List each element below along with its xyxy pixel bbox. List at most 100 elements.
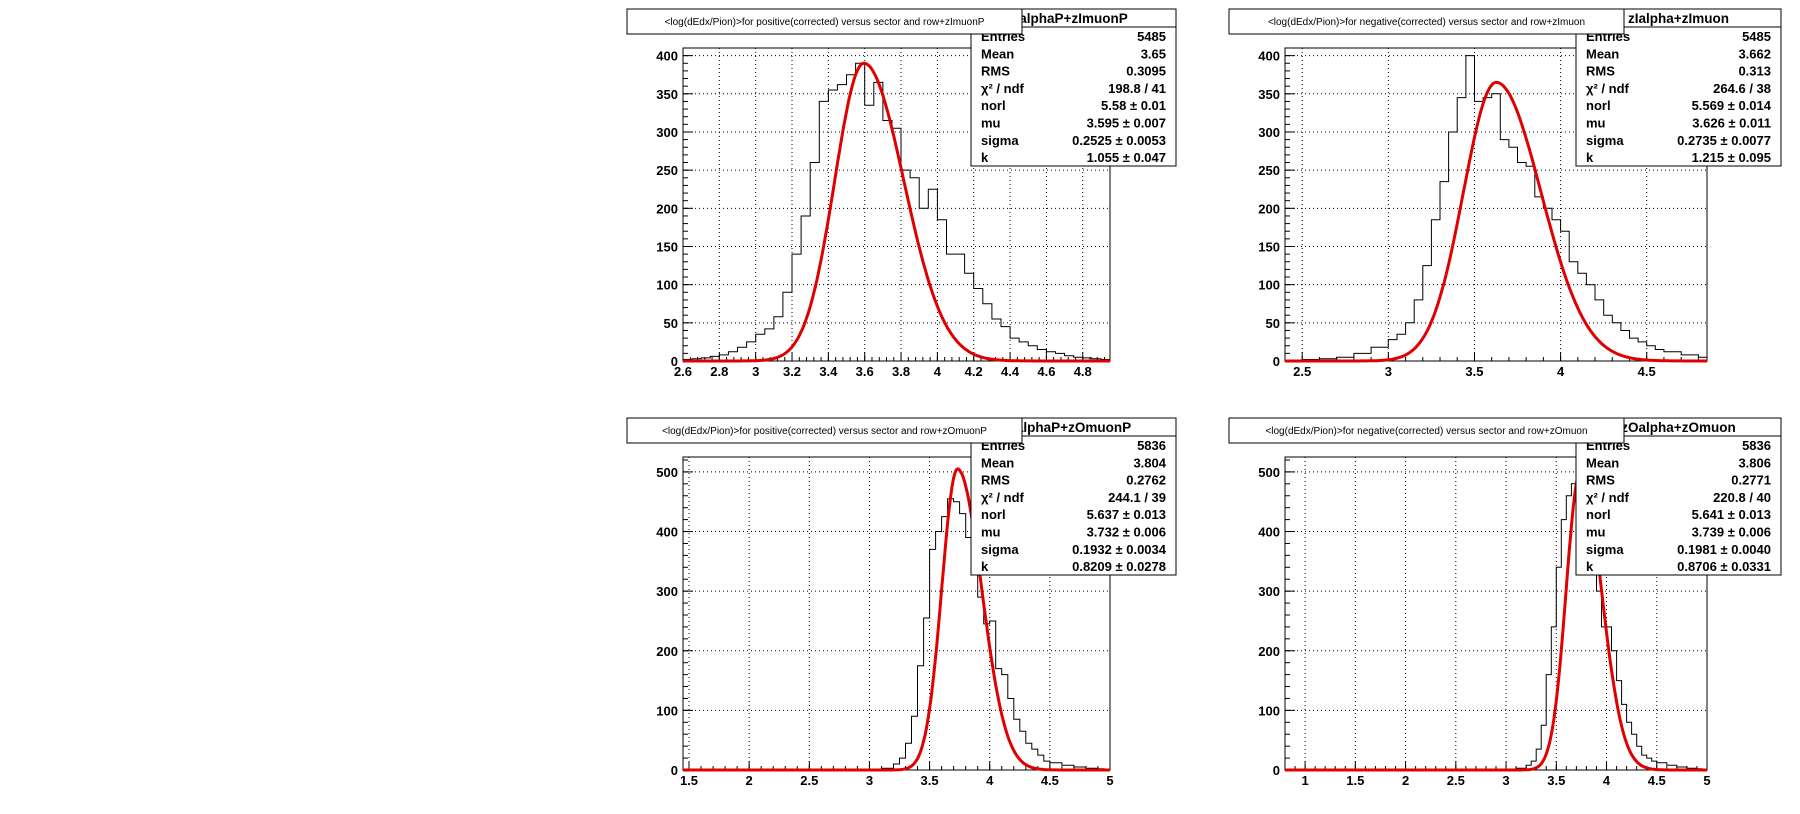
stats-value: 3.806 <box>1738 455 1771 470</box>
stats-value: 5485 <box>1137 29 1166 44</box>
stats-value: 0.3095 <box>1126 64 1166 79</box>
title-box <box>1228 8 1625 35</box>
stats-value: 1.215 ± 0.095 <box>1692 150 1771 165</box>
stats-value: 3.804 <box>1133 455 1166 470</box>
chart-panel-3: 1.5 2 2.5 3 3.5 4 4.5 5 0 100 200 300 400 500 alphaP+z… <box>626 417 1177 788</box>
histogram <box>1285 471 1708 771</box>
y-tick-label: 0 <box>1273 763 1280 778</box>
y-tick-label: 250 <box>1258 163 1280 178</box>
y-tick-label: 400 <box>1258 49 1280 64</box>
y-tick-label: 350 <box>1258 87 1280 102</box>
stats-value: 0.2525 ± 0.0053 <box>1072 133 1166 148</box>
title-box <box>1228 417 1625 444</box>
stats-label: RMS <box>1586 473 1615 488</box>
histogram <box>683 498 1111 771</box>
fit-curve <box>1285 80 1707 363</box>
x-tick-label: 4 <box>1603 773 1611 788</box>
x-tick-label: 4.5 <box>1638 364 1656 379</box>
x-tick-label: 4.6 <box>1037 364 1055 379</box>
stats-value: 3.662 <box>1738 46 1771 61</box>
x-tick-label: 4.5 <box>1041 773 1059 788</box>
stats-label: norl <box>981 98 1006 113</box>
y-tick-label: 50 <box>664 316 678 331</box>
stats-box <box>970 8 1177 167</box>
x-tick-label: 3.6 <box>856 364 874 379</box>
title-box <box>626 8 1023 35</box>
y-tick-label: 100 <box>1258 278 1280 293</box>
stats-value: 0.1932 ± 0.0034 <box>1072 542 1167 557</box>
x-tick-label: 2 <box>746 773 753 788</box>
x-tick-label: 2.8 <box>710 364 728 379</box>
y-tick-label: 500 <box>1258 465 1280 480</box>
stats-name: zIalpha+zImuon <box>1628 11 1729 26</box>
stats-value: 5836 <box>1742 438 1771 453</box>
stats-label: χ² / ndf <box>1586 81 1630 96</box>
stats-label: RMS <box>1586 64 1615 79</box>
stats-box <box>970 417 1177 576</box>
stats-label: norl <box>1586 98 1611 113</box>
x-tick-label: 3 <box>1502 773 1509 788</box>
chart-panel-1: 2.6 2.8 3 3.2 3.4 3.6 3.8 4 4.2 4.4 4.6 4.8 0 50 100 15… <box>626 8 1177 379</box>
stats-value: 5485 <box>1742 29 1771 44</box>
y-tick-label: 0 <box>671 354 678 369</box>
x-tick-label: 4 <box>1557 364 1565 379</box>
x-tick-label: 5 <box>1703 773 1710 788</box>
x-tick-label: 3 <box>1385 364 1392 379</box>
chart-panel-4: 1 1.5 2 2.5 3 3.5 4 4.5 5 0 100 200 300 400 500 zOalpha… <box>1228 417 1782 788</box>
stats-value: 5.641 ± 0.013 <box>1692 507 1771 522</box>
fit-curve <box>683 61 1110 363</box>
y-tick-label: 200 <box>656 201 678 216</box>
stats-label: Mean <box>1586 455 1619 470</box>
stats-value: 5836 <box>1137 438 1166 453</box>
stats-label: k <box>1586 559 1594 574</box>
x-tick-label: 2.6 <box>674 364 692 379</box>
x-tick-label: 3.2 <box>783 364 801 379</box>
stats-value: 3.595 ± 0.007 <box>1087 116 1166 131</box>
y-tick-label: 350 <box>656 87 678 102</box>
stats-value: 5.569 ± 0.014 <box>1692 98 1772 113</box>
y-tick-label: 150 <box>1258 239 1280 254</box>
y-tick-label: 300 <box>1258 125 1280 140</box>
stats-label: RMS <box>981 473 1010 488</box>
x-tick-label: 5 <box>1106 773 1113 788</box>
stats-value: 1.055 ± 0.047 <box>1087 150 1166 165</box>
stats-label: mu <box>1586 525 1606 540</box>
chart-panel-2: 2.5 3 3.5 4 4.5 0 50 100 150 200 250 300 350 400 zIalp… <box>1228 8 1782 379</box>
stats-value: 5.58 ± 0.01 <box>1101 98 1166 113</box>
stats-name: zOalpha+zOmuon <box>1621 420 1735 435</box>
stats-label: sigma <box>981 542 1019 557</box>
stats-label: χ² / ndf <box>981 490 1025 505</box>
stats-value: 3.626 ± 0.011 <box>1692 116 1771 131</box>
fit-curve <box>1285 470 1707 772</box>
stats-value: 264.6 / 38 <box>1713 81 1771 96</box>
stats-label: sigma <box>981 133 1019 148</box>
x-tick-label: 3.5 <box>921 773 939 788</box>
stats-label: χ² / ndf <box>981 81 1025 96</box>
x-tick-label: 3 <box>752 364 759 379</box>
chart-title: <log(dEdx/Pion)>for positive(corrected) … <box>665 17 985 28</box>
plot-frame <box>1284 47 1708 362</box>
stats-value: 3.739 ± 0.006 <box>1692 525 1771 540</box>
chart-title: <log(dEdx/Pion)>for positive(corrected) … <box>662 426 987 437</box>
stats-value: 3.65 <box>1141 46 1166 61</box>
fit-curve <box>683 467 1110 772</box>
stats-value: 0.1981 ± 0.0040 <box>1677 542 1771 557</box>
stats-label: k <box>981 150 989 165</box>
y-tick-label: 250 <box>656 163 678 178</box>
stats-value: 198.8 / 41 <box>1108 81 1166 96</box>
y-tick-label: 150 <box>656 239 678 254</box>
x-tick-label: 4.8 <box>1074 364 1092 379</box>
stats-value: 220.8 / 40 <box>1713 490 1771 505</box>
x-tick-label: 1.5 <box>680 773 698 788</box>
x-tick-label: 2.5 <box>1447 773 1465 788</box>
stats-label: mu <box>1586 116 1606 131</box>
stats-box <box>1575 8 1782 167</box>
title-box <box>626 417 1023 444</box>
y-tick-label: 100 <box>1258 703 1280 718</box>
stats-value: 244.1 / 39 <box>1108 490 1166 505</box>
stats-label: norl <box>981 507 1006 522</box>
stats-value: 0.2735 ± 0.0077 <box>1677 133 1771 148</box>
y-tick-label: 300 <box>656 584 678 599</box>
x-tick-label: 2.5 <box>800 773 818 788</box>
